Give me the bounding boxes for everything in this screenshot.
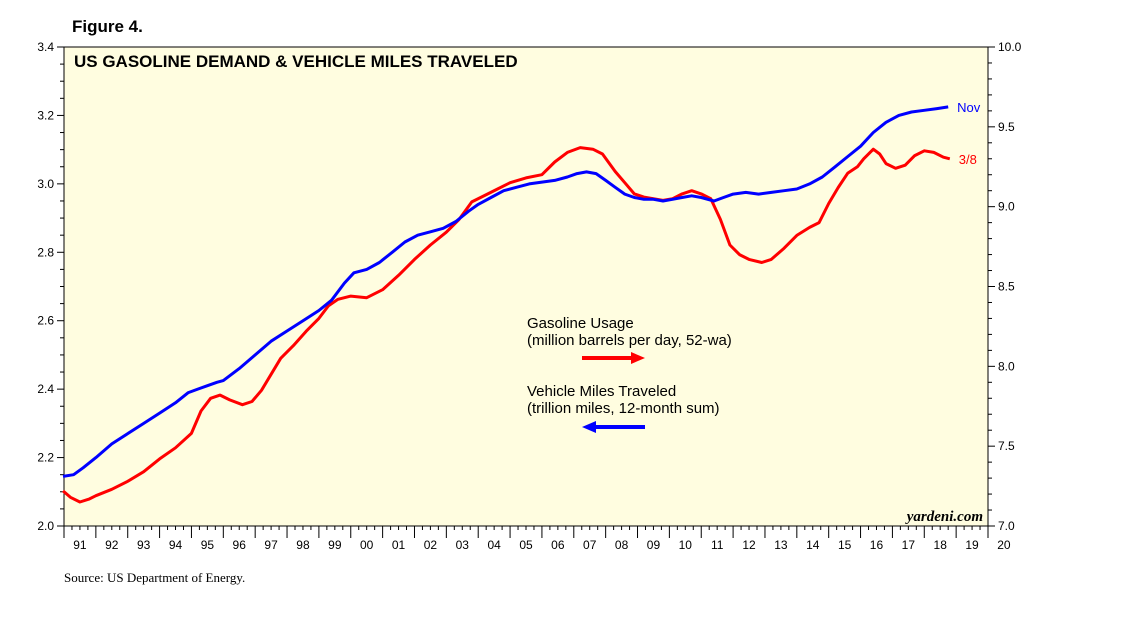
legend-gasoline-arrow	[582, 352, 645, 364]
x-tick-label: 93	[137, 538, 151, 552]
x-tick-label: 95	[201, 538, 215, 552]
x-tick-label: 03	[456, 538, 470, 552]
x-tick-label: 14	[806, 538, 820, 552]
right-tick-label: 9.5	[998, 120, 1015, 134]
x-tick-label: 11	[711, 538, 724, 552]
x-tick-label: 19	[965, 538, 979, 552]
x-tick-label: 92	[105, 538, 119, 552]
legend-gasoline-subtitle: (million barrels per day, 52-wa)	[527, 332, 732, 349]
legend-gasoline-name: Gasoline Usage	[527, 315, 634, 332]
x-tick-label: 96	[233, 538, 247, 552]
x-tick-label: 18	[934, 538, 948, 552]
left-tick-label: 3.4	[37, 40, 54, 54]
series-layer	[62, 105, 951, 504]
left-tick-label: 3.0	[37, 177, 54, 191]
right-tick-label: 8.0	[998, 359, 1015, 373]
x-tick-label: 08	[615, 538, 629, 552]
x-tick-label: 06	[551, 538, 565, 552]
legend-vmt-subtitle: (trillion miles, 12-month sum)	[527, 400, 720, 417]
left-tick-label: 2.0	[37, 519, 54, 533]
x-tick-label: 94	[169, 538, 183, 552]
x-tick-label: 91	[73, 538, 87, 552]
arrow-head	[582, 421, 596, 433]
chart-title: US GASOLINE DEMAND & VEHICLE MILES TRAVE…	[74, 52, 518, 71]
x-tick-label: 05	[519, 538, 533, 552]
x-tick-label: 04	[487, 538, 501, 552]
gasoline-usage-line	[62, 146, 951, 504]
left-tick-label: 2.8	[37, 245, 54, 259]
right-axis-labels: 7.0 7.5 8.0 8.5 9.0 9.5 10.0	[998, 40, 1022, 533]
x-tick-label: 01	[392, 538, 406, 552]
right-tick-label: 10.0	[998, 40, 1022, 54]
x-tick-label: 17	[902, 538, 916, 552]
left-tick-label: 2.6	[37, 314, 54, 328]
x-tick-label: 10	[679, 538, 693, 552]
gasoline-end-label: 3/8	[959, 152, 977, 167]
axis-ticks	[57, 46, 995, 538]
x-tick-label: 15	[838, 538, 852, 552]
x-tick-label: 02	[424, 538, 438, 552]
x-tick-label: 98	[296, 538, 310, 552]
x-tick-label: 13	[774, 538, 788, 552]
vehicle-miles-line	[62, 105, 949, 478]
x-tick-label: 99	[328, 538, 342, 552]
x-tick-label: 97	[264, 538, 278, 552]
x-tick-label: 07	[583, 538, 597, 552]
legend-vmt-arrow	[582, 421, 645, 433]
x-tick-label: 12	[742, 538, 756, 552]
x-axis-labels: 91 92 93 94 95 96 97 98 99 00 01 02 03 04 05 06 07 08 09 10…	[73, 538, 1011, 552]
left-tick-label: 2.2	[37, 451, 54, 465]
left-tick-label: 2.4	[37, 382, 54, 396]
right-tick-label: 8.5	[998, 280, 1015, 294]
right-tick-label: 9.0	[998, 200, 1015, 214]
left-tick-label: 3.2	[37, 108, 54, 122]
right-tick-label: 7.0	[998, 519, 1015, 533]
left-axis-labels: 2.0 2.2 2.4 2.6 2.8 3.0 3.2 3.4	[37, 40, 54, 533]
legend-vmt-name: Vehicle Miles Traveled	[527, 383, 676, 400]
watermark: yardeni.com	[905, 509, 983, 525]
source-note: Source: US Department of Energy.	[64, 570, 246, 585]
arrow-head	[631, 352, 645, 364]
right-tick-label: 7.5	[998, 439, 1015, 453]
x-tick-label: 20	[997, 538, 1011, 552]
x-tick-label: 09	[647, 538, 661, 552]
x-tick-label: 00	[360, 538, 374, 552]
plot-area	[63, 46, 989, 527]
vmt-end-label: Nov	[957, 100, 981, 115]
x-tick-label: 16	[870, 538, 884, 552]
figure-label: Figure 4.	[72, 17, 143, 36]
